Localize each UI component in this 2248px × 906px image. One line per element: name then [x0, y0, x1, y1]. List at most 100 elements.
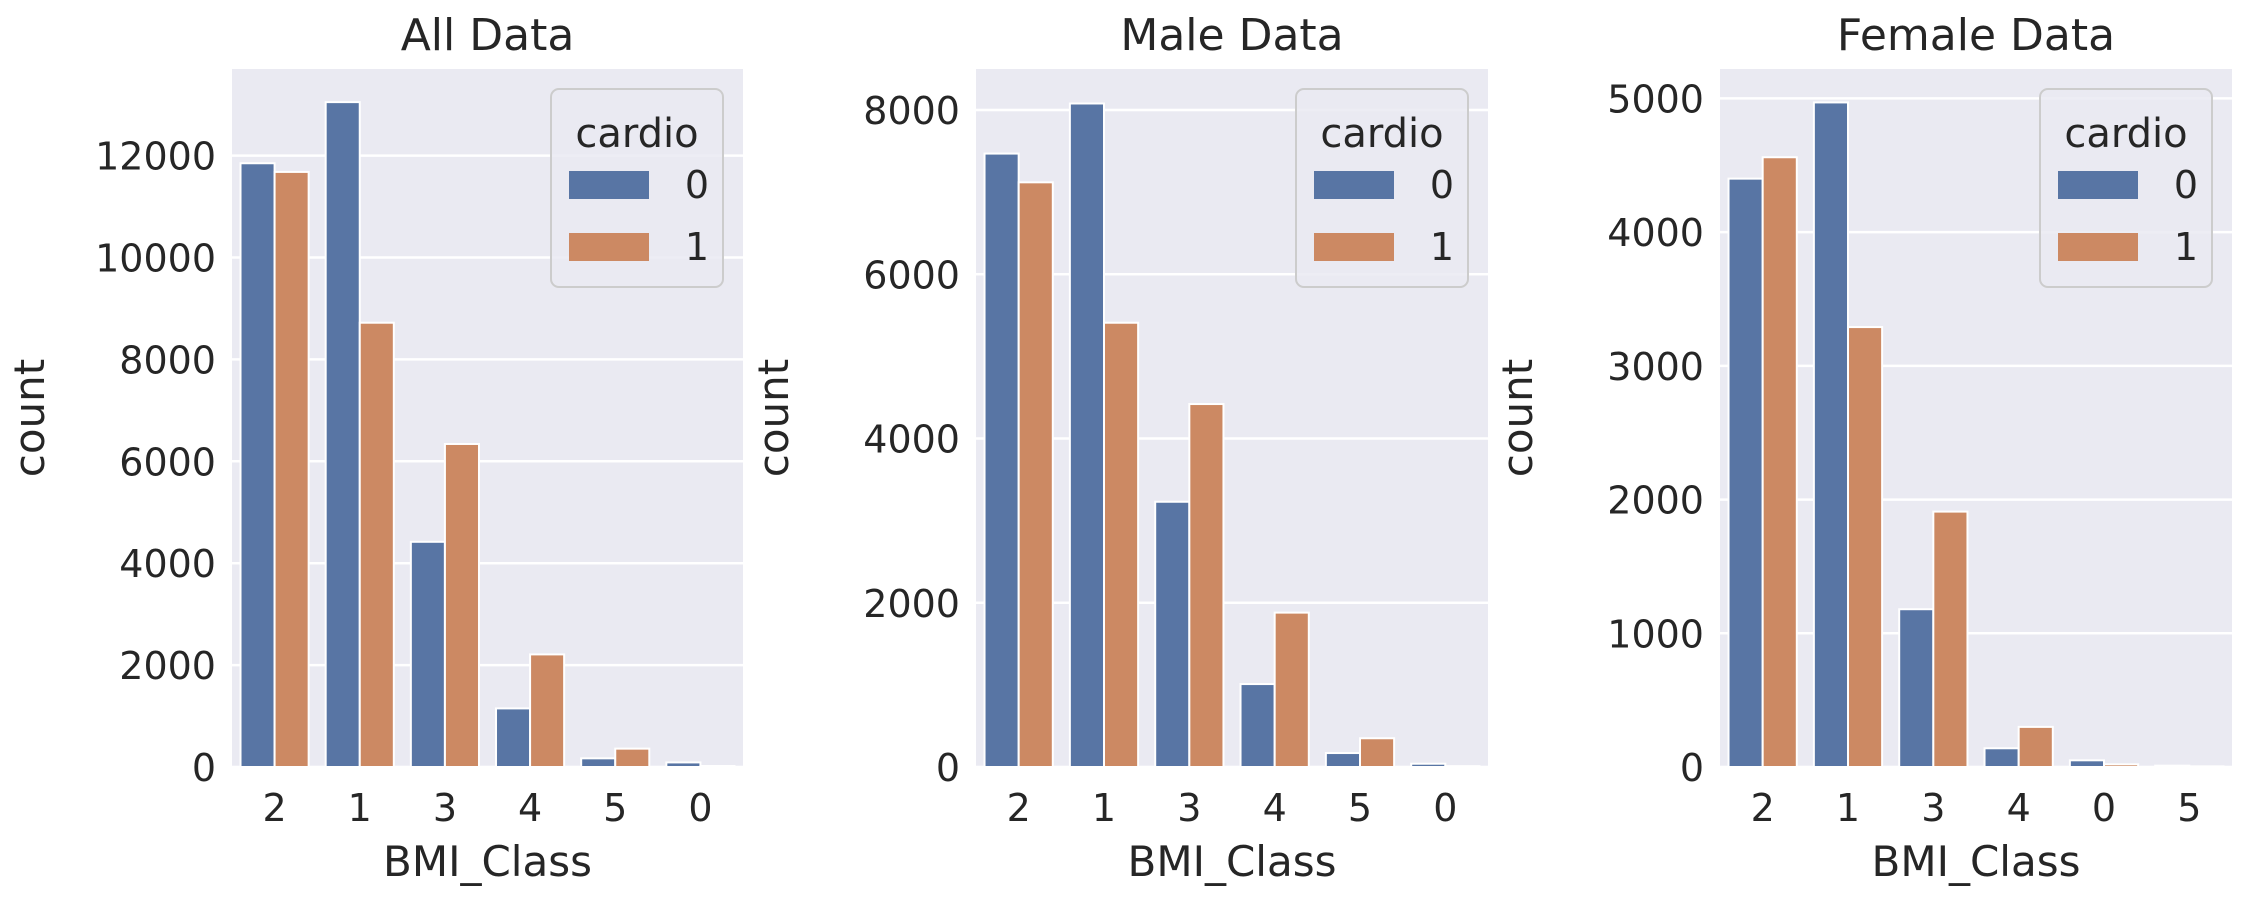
bar-1-cat-1: [1847, 326, 1884, 768]
x-tick-label: 2: [262, 786, 286, 830]
legend-swatch-1: [1314, 233, 1394, 261]
bar-0-cat-0: [665, 761, 702, 769]
x-tick-label: 4: [2007, 786, 2031, 830]
bar-0-cat-3: [409, 540, 446, 769]
legend-label: 1: [685, 225, 709, 269]
bar-1-cat-5: [1359, 737, 1396, 769]
bar-1-cat-1: [1103, 321, 1140, 768]
bar-0-cat-4: [1983, 747, 2020, 768]
y-tick-label: 0: [192, 746, 216, 790]
y-axis-label: count: [5, 359, 54, 478]
legend-label: 0: [685, 163, 709, 207]
chart-title: All Data: [401, 10, 575, 61]
x-axis-label: BMI_Class: [1128, 837, 1337, 886]
bar-0-cat-1: [1812, 101, 1850, 768]
y-axis-label: count: [1493, 359, 1542, 478]
bar-1-cat-3: [443, 442, 480, 768]
bar-1-cat-0: [699, 764, 736, 768]
bar-1-cat-2: [1761, 156, 1798, 768]
y-tick-label: 2000: [1607, 479, 1704, 523]
y-tick-label: 12000: [95, 135, 216, 179]
y-tick-label: 2000: [863, 582, 960, 626]
x-tick-label: 4: [1263, 786, 1287, 830]
x-tick-label: 2: [1007, 786, 1031, 830]
legend-swatch-0: [2058, 171, 2138, 199]
y-tick-label: 0: [1680, 746, 1704, 790]
bar-0-cat-4: [495, 707, 532, 768]
y-tick-label: 6000: [119, 440, 216, 484]
bar-0-cat-0: [1410, 762, 1447, 768]
legend-label: 0: [1430, 163, 1454, 207]
bar-0-cat-2: [239, 162, 276, 768]
bar-0-cat-2: [1727, 177, 1764, 768]
x-tick-label: 4: [518, 786, 542, 830]
chart-title: Male Data: [1120, 10, 1343, 61]
bar-1-cat-5: [614, 747, 651, 768]
y-tick-label: 6000: [863, 253, 960, 297]
y-tick-label: 4000: [119, 542, 216, 586]
legend-swatch-0: [1314, 171, 1394, 199]
bar-1-cat-4: [1273, 611, 1310, 769]
x-axis-label: BMI_Class: [1872, 837, 2081, 886]
x-tick-label: 3: [433, 786, 457, 830]
legend-swatch-0: [569, 171, 649, 199]
x-tick-label: 3: [1177, 786, 1201, 830]
bar-0-cat-5: [1324, 752, 1362, 768]
chart-panel-2: 0 2000 4000 6000 8000 2 1 3 4 5 0 Male Data BMI_Clas…: [749, 10, 1488, 886]
x-tick-label: 3: [1921, 786, 1945, 830]
legend: cardio 0 1: [1295, 88, 1469, 288]
bar-1-cat-2: [273, 170, 310, 768]
chart-panel-1: 0 2000 4000 6000 8000 10000 12000 2 1 3 4 5 0 All Dat…: [5, 10, 743, 886]
x-tick-label: 1: [1836, 786, 1860, 830]
legend-title: cardio: [1320, 111, 1443, 157]
bar-1-cat-4: [2017, 725, 2054, 769]
legend-label: 1: [1430, 225, 1454, 269]
legend-swatch-1: [569, 233, 649, 261]
bar-1-cat-1: [358, 321, 395, 768]
chart-title: Female Data: [1837, 10, 2115, 61]
bar-0-cat-1: [1068, 102, 1106, 768]
x-tick-label: 0: [1433, 786, 1457, 830]
bar-1-cat-5: [2188, 765, 2225, 769]
x-tick-label: 5: [603, 786, 627, 830]
y-tick-label: 10000: [95, 237, 216, 281]
legend-title: cardio: [2064, 111, 2187, 157]
legend: cardio 0 1: [2039, 88, 2213, 288]
legend-label: 0: [2174, 163, 2198, 207]
bar-1-cat-3: [1188, 403, 1225, 768]
x-axis-label: BMI_Class: [383, 837, 592, 886]
bar-1-cat-4: [529, 653, 566, 768]
bar-0-cat-3: [1898, 608, 1935, 768]
legend-title: cardio: [575, 111, 698, 157]
bar-0-cat-1: [324, 101, 361, 769]
legend-swatch-1: [2058, 233, 2138, 261]
y-tick-label: 5000: [1607, 77, 1704, 121]
y-tick-label: 4000: [1607, 211, 1704, 255]
x-tick-label: 2: [1751, 786, 1775, 830]
legend: cardio 0 1: [550, 88, 724, 288]
y-tick-label: 4000: [863, 418, 960, 462]
y-tick-label: 0: [936, 746, 960, 790]
bar-0-cat-0: [2068, 759, 2106, 768]
y-axis-label: count: [749, 359, 798, 478]
bar-1-cat-2: [1017, 181, 1054, 769]
bar-0-cat-4: [1239, 683, 1276, 768]
x-tick-label: 5: [1348, 786, 1372, 830]
legend-label: 1: [2174, 225, 2198, 269]
bar-0-cat-2: [983, 152, 1020, 768]
bar-0-cat-5: [580, 757, 617, 768]
x-tick-label: 0: [2092, 786, 2116, 830]
y-tick-label: 8000: [119, 338, 216, 382]
bar-1-cat-0: [1444, 765, 1481, 769]
y-tick-label: 1000: [1607, 612, 1704, 656]
x-tick-label: 1: [348, 786, 372, 830]
bar-0-cat-5: [2154, 764, 2191, 769]
bar-1-cat-3: [1932, 510, 1969, 768]
x-tick-label: 0: [688, 786, 712, 830]
bar-0-cat-3: [1154, 500, 1191, 768]
y-tick-label: 8000: [863, 89, 960, 133]
x-tick-label: 1: [1092, 786, 1116, 830]
chart-panel-3: 0 1000 2000 3000 4000 5000 2 1 3 4 0 5 Female Data BM…: [1493, 10, 2232, 886]
x-tick-label: 5: [2177, 786, 2201, 830]
